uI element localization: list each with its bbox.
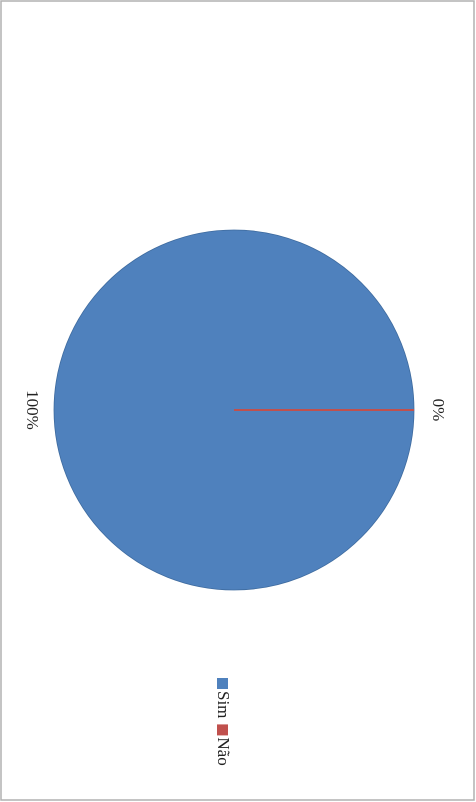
- legend-label: Não: [214, 737, 233, 765]
- legend-label: Sim: [214, 691, 233, 718]
- legend-swatch: [217, 724, 228, 736]
- data-label: 0%: [429, 399, 448, 422]
- legend-swatch: [217, 678, 228, 689]
- data-label: 100%: [23, 390, 42, 430]
- legend: Sim Não: [214, 678, 233, 766]
